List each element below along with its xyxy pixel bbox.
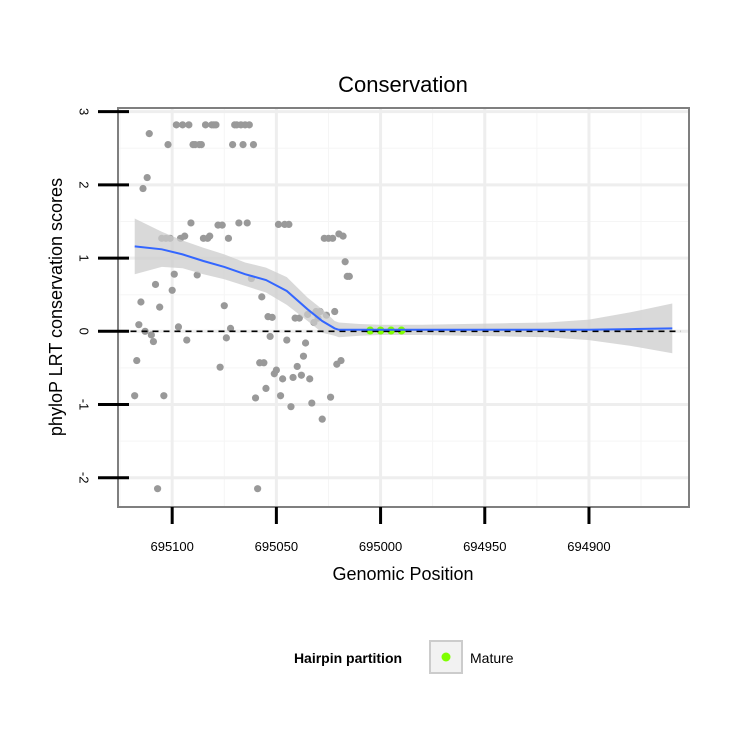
data-point [181, 232, 189, 240]
data-point [197, 141, 205, 149]
x-axis-title: Genomic Position [332, 564, 473, 584]
data-point [137, 298, 145, 306]
confidence-ribbon [134, 218, 673, 354]
data-point [187, 219, 195, 227]
x-tick-label: 695000 [359, 539, 402, 554]
y-tick-label: -1 [77, 399, 92, 411]
legend: Hairpin partition Mature [294, 640, 514, 674]
y-tick-label: -2 [77, 472, 92, 484]
data-point [266, 332, 274, 341]
data-point [262, 384, 270, 392]
x-tick-label: 695050 [255, 539, 298, 554]
data-point [235, 219, 243, 227]
data-point [337, 356, 345, 365]
data-point [258, 293, 266, 301]
data-point [274, 220, 283, 229]
data-point [341, 258, 349, 266]
data-point [318, 415, 326, 423]
data-point [174, 323, 183, 331]
legend-title: Hairpin partition [294, 650, 402, 666]
data-point [268, 313, 276, 321]
data-point [239, 141, 247, 149]
plot-panel [118, 108, 689, 507]
data-point [306, 375, 314, 383]
data-point [326, 393, 335, 401]
data-point [272, 366, 280, 374]
data-point [331, 307, 339, 316]
data-point [212, 121, 220, 129]
data-point [279, 375, 287, 383]
data-point [299, 352, 308, 360]
y-tick-label: 3 [77, 108, 92, 115]
data-point [222, 334, 230, 342]
data-point [149, 337, 158, 346]
x-tick-label: 694950 [463, 539, 506, 554]
data-point [164, 141, 172, 149]
data-point [301, 339, 310, 347]
data-point [145, 130, 153, 138]
data-point [183, 336, 191, 344]
x-tick-label: 695100 [150, 539, 193, 554]
data-point [135, 321, 143, 329]
data-point [276, 392, 285, 400]
data-point [245, 121, 253, 129]
data-point [260, 359, 268, 367]
data-point [226, 324, 235, 332]
data-point [147, 331, 155, 339]
data-point [289, 373, 297, 382]
plot-border [117, 107, 690, 508]
data-point [172, 121, 180, 129]
chart-title: Conservation [338, 72, 468, 97]
data-point [168, 286, 176, 294]
data-point [131, 392, 139, 400]
data-point [170, 270, 178, 278]
data-point [156, 303, 164, 311]
data-point [329, 234, 337, 242]
data-point [206, 232, 214, 240]
data-point [229, 141, 237, 149]
data-point [133, 356, 141, 365]
y-tick-label: 0 [77, 328, 92, 335]
y-axis-title: phyloP LRT conservation scores [46, 178, 66, 436]
data-point [339, 232, 347, 240]
data-point [308, 399, 316, 407]
data-point [249, 141, 258, 149]
data-point [345, 272, 353, 280]
data-point [251, 394, 260, 402]
data-point [151, 280, 160, 289]
data-point [220, 302, 228, 310]
plot-area: -2 -1 0 1 2 3 695100 695050 695000 694950 694900 [77, 107, 690, 554]
data-point [185, 121, 193, 129]
data-point [153, 485, 162, 493]
data-point [224, 234, 233, 242]
data-point [285, 220, 293, 229]
data-point [287, 403, 295, 411]
data-point [297, 371, 305, 379]
data-point [160, 392, 168, 400]
data-point [179, 121, 187, 129]
x-tick-label: 694900 [567, 539, 610, 554]
data-point [193, 271, 201, 279]
y-tick-label: 1 [77, 254, 92, 261]
data-point [143, 173, 151, 182]
data-point [139, 184, 147, 193]
data-point [293, 362, 301, 371]
data-point [295, 314, 303, 322]
smooth-trend-line [134, 245, 673, 331]
data-point [201, 121, 210, 129]
y-tick-label: 2 [77, 181, 92, 188]
data-point [283, 336, 291, 344]
data-point [254, 485, 262, 493]
legend-key-mature [441, 652, 451, 662]
legend-label-mature: Mature [470, 650, 514, 666]
data-point [216, 363, 224, 371]
data-point [218, 221, 226, 229]
data-point [243, 219, 251, 227]
